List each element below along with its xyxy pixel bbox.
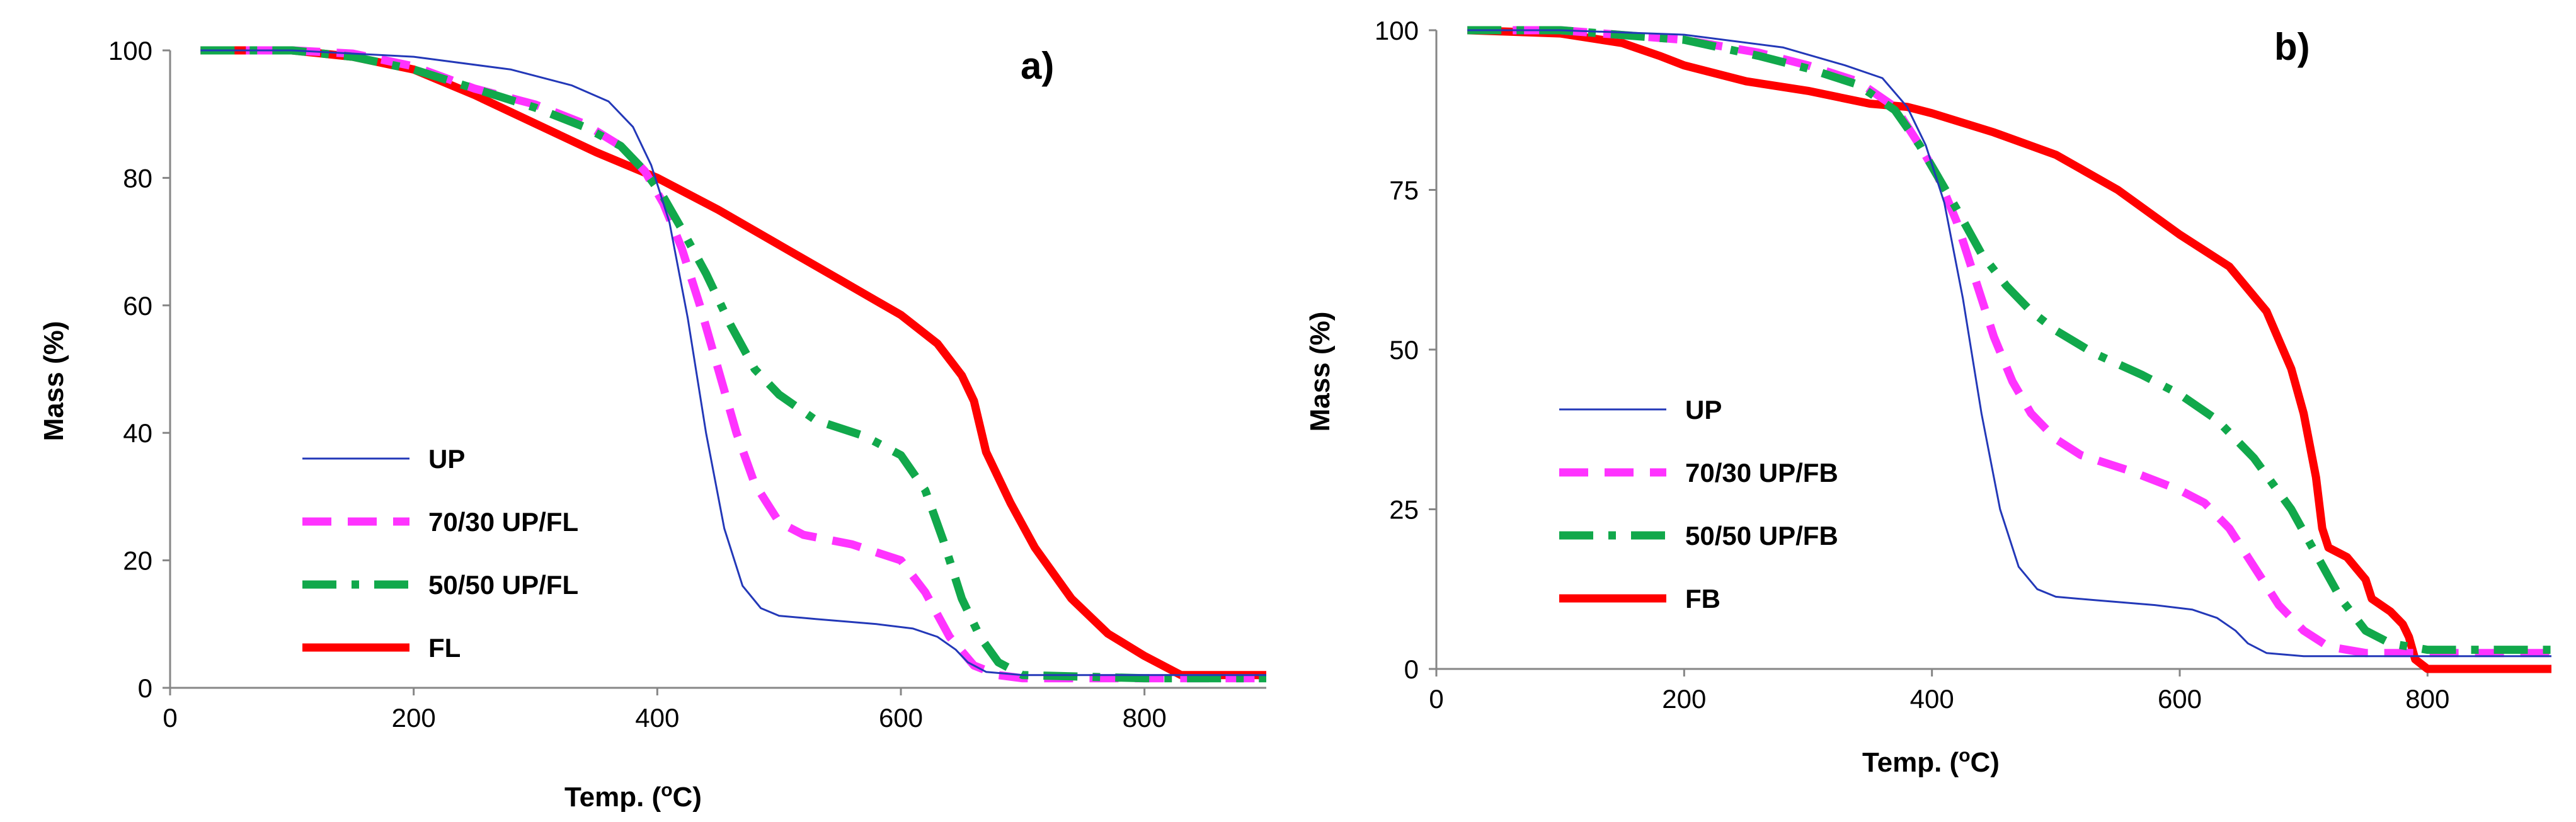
x-axis-title-sup: o [1959, 745, 1970, 766]
legend-label: 50/50 UP/FL [428, 570, 578, 600]
x-tick-label: 600 [2158, 684, 2202, 714]
x-tick-label: 800 [2405, 684, 2449, 714]
legend-label: 70/30 UP/FL [428, 507, 578, 537]
y-tick-label: 25 [1389, 495, 1419, 525]
x-tick-label: 400 [635, 703, 679, 733]
x-axis-title-main: Temp. ( [564, 782, 661, 813]
y-tick-label: 0 [1404, 654, 1419, 684]
x-tick-label: 0 [1429, 684, 1443, 714]
series-line-70-30-up-fb [1467, 26, 2551, 658]
legend: UP 70/30 UP/FB 50/50 UP/FB FB [1559, 395, 1838, 614]
y-tick-label: 100 [108, 36, 152, 66]
legend-label: 50/50 UP/FB [1685, 521, 1838, 551]
series-line-fl [200, 46, 1266, 680]
x-tick-label: 0 [163, 703, 177, 733]
series-line-50-50-up-fb [1467, 26, 2551, 654]
x-tick-label: 400 [1910, 684, 1954, 714]
y-tick-label: 50 [1389, 335, 1419, 365]
x-axis-title: Temp. (oC) [1862, 745, 2000, 779]
x-tick-label: 800 [1123, 703, 1167, 733]
y-axis-title: Mass (%) [1305, 312, 1336, 432]
legend-label: FB [1685, 584, 1720, 614]
legend-label: FL [428, 633, 461, 663]
chart-panel-a: UP 70/30 UP/FL 50/50 UP/FL FL a) Mass (%) T… [38, 36, 1266, 813]
x-axis-title-end: C) [673, 782, 702, 813]
series-line-fb [1467, 26, 2551, 673]
x-tick-label: 600 [879, 703, 923, 733]
x-axis-title-sup: o [661, 780, 672, 801]
x-axis-title: Temp. (oC) [564, 780, 702, 813]
y-tick-label: 60 [123, 291, 152, 321]
x-axis-title-main: Temp. ( [1862, 747, 1959, 778]
y-tick-label: 80 [123, 163, 152, 193]
legend-label: UP [1685, 395, 1722, 425]
panel-label: a) [1021, 45, 1054, 87]
series-line-50-50-up-fl [200, 46, 1266, 683]
x-tick-label: 200 [392, 703, 436, 733]
y-tick-label: 75 [1389, 176, 1419, 205]
y-tick-label: 40 [123, 418, 152, 448]
panel-label: b) [2274, 26, 2310, 68]
legend: UP 70/30 UP/FL 50/50 UP/FL FL [302, 444, 578, 663]
legend-label: UP [428, 444, 465, 474]
series-line-up [1467, 29, 2551, 658]
series-line-70-30-up-fl [200, 46, 1266, 683]
y-tick-label: 20 [123, 546, 152, 576]
chart-panel-b: UP 70/30 UP/FB 50/50 UP/FB FB b) Mass (%) T… [1305, 16, 2551, 779]
legend-label: 70/30 UP/FB [1685, 458, 1838, 488]
series-line-up [200, 49, 1266, 676]
y-axis-title: Mass (%) [38, 321, 69, 442]
y-tick-label: 100 [1375, 16, 1419, 45]
x-axis-title-end: C) [1971, 747, 2000, 778]
y-tick-label: 0 [138, 673, 152, 703]
x-tick-label: 200 [1662, 684, 1706, 714]
